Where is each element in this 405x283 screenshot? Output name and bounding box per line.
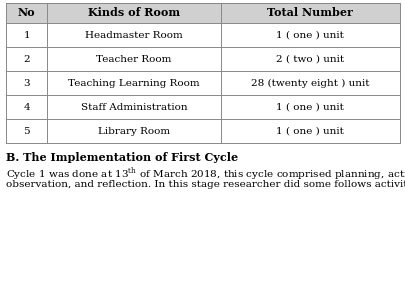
Text: 4: 4 (23, 102, 30, 112)
Bar (47, 95, 220, 119)
Text: Total Number: Total Number (267, 8, 352, 18)
Text: 1: 1 (23, 31, 30, 40)
Text: 5: 5 (23, 127, 30, 136)
Bar (47, 47, 220, 71)
Text: Teacher Room: Teacher Room (96, 55, 171, 63)
Text: 3: 3 (23, 78, 30, 87)
Text: Cycle 1 was done at 13$^{\mathregular{th}}$ of March 2018, this cycle comprised : Cycle 1 was done at 13$^{\mathregular{th… (6, 166, 405, 183)
Bar (6, 47, 47, 71)
Bar (6, 71, 47, 95)
Bar (6, 119, 47, 143)
Text: B. The Implementation of First Cycle: B. The Implementation of First Cycle (6, 152, 238, 163)
Text: 1 ( one ) unit: 1 ( one ) unit (276, 127, 343, 136)
Bar (220, 95, 399, 119)
Bar (6, 95, 47, 119)
Text: 2: 2 (23, 55, 30, 63)
Bar (47, 71, 220, 95)
Bar (47, 3, 220, 23)
Bar (220, 71, 399, 95)
Bar (220, 119, 399, 143)
Bar (6, 3, 47, 23)
Text: 2 ( two ) unit: 2 ( two ) unit (276, 55, 343, 63)
Text: 1 ( one ) unit: 1 ( one ) unit (276, 31, 343, 40)
Bar (220, 3, 399, 23)
Bar (47, 119, 220, 143)
Bar (47, 23, 220, 47)
Text: 28 (twenty eight ) unit: 28 (twenty eight ) unit (251, 78, 369, 87)
Bar (220, 47, 399, 71)
Text: observation, and reflection. In this stage researcher did some follows activitie: observation, and reflection. In this sta… (6, 180, 405, 189)
Text: Library Room: Library Room (98, 127, 170, 136)
Text: No: No (18, 8, 35, 18)
Bar (6, 23, 47, 47)
Text: Staff Administration: Staff Administration (81, 102, 187, 112)
Bar (220, 23, 399, 47)
Text: 1 ( one ) unit: 1 ( one ) unit (276, 102, 343, 112)
Text: Teaching Learning Room: Teaching Learning Room (68, 78, 199, 87)
Text: Headmaster Room: Headmaster Room (85, 31, 183, 40)
Text: Kinds of Room: Kinds of Room (88, 8, 180, 18)
